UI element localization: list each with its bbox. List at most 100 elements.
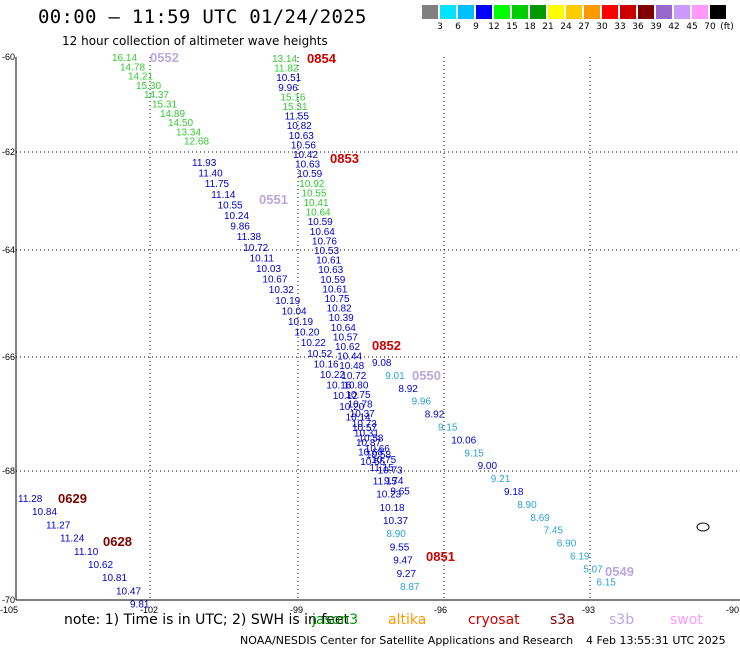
swh-value-altika: 10.24 (224, 211, 249, 222)
colorbar-label: 21 (542, 22, 554, 32)
swh-value-cyan: 9.01 (385, 371, 405, 382)
pass-time-label: 0549 (605, 564, 634, 579)
swh-value-steep-b: 9.27 (397, 569, 417, 580)
colorbar-swatch (674, 5, 690, 19)
swh-value-steep-a: 10.55 (360, 457, 385, 468)
colorbar-swatch (710, 5, 726, 19)
swh-value-altika: 10.55 (218, 200, 243, 211)
swh-value-steep-a: 10.61 (316, 256, 341, 267)
swh-value-steep-a: 10.62 (335, 342, 360, 353)
swh-value-altika: 9.86 (230, 222, 250, 233)
swh-value-altika: 10.75 (371, 455, 396, 466)
swh-value-cyan: 9.15 (438, 423, 458, 434)
colorbar-swatch (692, 5, 708, 19)
swh-value-cyan: 9.00 (478, 461, 498, 472)
colorbar-swatch (602, 5, 618, 19)
swh-value-cyan: 8.92 (425, 410, 445, 421)
satellite-legend-swot: swot (670, 612, 703, 628)
swh-value-altika: 11.38 (237, 232, 262, 243)
lon-label: -93 (582, 605, 595, 615)
swh-value-steep-a: 10.48 (339, 361, 364, 372)
swh-value-steep-a: 10.55 (301, 188, 326, 199)
swh-value-steep-a: 10.37 (350, 409, 375, 420)
swh-value-altika: 11.75 (205, 179, 230, 190)
lon-label: -102 (140, 605, 158, 615)
pass-time-label: 0853 (330, 151, 359, 166)
swh-value-altika: 10.11 (250, 253, 275, 264)
swh-value-cyan: 6.90 (557, 539, 577, 550)
colorbar-swatch (494, 5, 510, 19)
swh-value-cyan: 6.19 (570, 552, 590, 563)
swh-value-steep-a: 10.68 (358, 448, 383, 459)
swh-value-altika: 10.16 (326, 381, 351, 392)
colorbar-swatch (530, 5, 546, 19)
swh-value-steep-a: 10.59 (320, 275, 345, 286)
swh-value-steep-a: 10.64 (331, 323, 356, 334)
lat-label: -66 (2, 352, 15, 362)
swh-value-steep-a: 10.63 (289, 131, 314, 142)
swh-value-altika: 10.22 (320, 370, 345, 381)
swh-value-altika: 11.14 (211, 190, 236, 201)
swh-value-steep-a: 9.96 (278, 83, 298, 94)
swh-value-steep-a: 10.53 (314, 246, 339, 257)
swh-value-left: 9.81 (130, 600, 150, 611)
swh-value-jason3: 12.68 (184, 137, 209, 148)
credit-text: NOAA/NESDIS Center for Satellite Applica… (240, 634, 574, 647)
swh-value-steep-a: 10.59 (297, 169, 322, 180)
swh-value-cyan: 7.45 (544, 526, 564, 537)
swh-value-steep-a: 15.16 (280, 92, 305, 103)
swh-value-altika: 10.16 (314, 359, 339, 370)
swh-value-left: 11.27 (46, 520, 71, 531)
satellite-legend-s3b: s3b (609, 612, 635, 628)
swh-value-altika: 10.72 (243, 243, 268, 254)
colorbar-label: 3 (437, 22, 443, 32)
colorbar-swatch (548, 5, 564, 19)
colorbar-swatch (440, 5, 456, 19)
swh-value-jason3: 15.31 (152, 100, 177, 111)
swh-value-left: 11.28 (18, 494, 43, 505)
colorbar-swatch (620, 5, 636, 19)
colorbar-label: 12 (488, 22, 500, 32)
swh-value-steep-a: 13.14 (272, 54, 297, 65)
swh-value-steep-a: 10.42 (293, 150, 318, 161)
swh-value-steep-a: 10.80 (343, 380, 368, 391)
pass-time-label: 0550 (412, 368, 441, 383)
swh-value-jason3: 16.14 (112, 53, 137, 64)
colorbar-unit: (ft) (720, 22, 734, 32)
swh-value-left: 11.24 (60, 534, 85, 545)
map-subtitle: 12 hour collection of altimeter wave hei… (62, 34, 328, 48)
swh-value-cyan: 8.69 (530, 513, 550, 524)
lon-label: -99 (290, 605, 303, 615)
swh-value-steep-a: 10.75 (346, 390, 371, 401)
colorbar-swatch (584, 5, 600, 19)
swh-value-altika: 9.74 (384, 476, 404, 487)
swh-value-altika: 10.66 (365, 444, 390, 455)
swh-value-left: 10.81 (102, 573, 127, 584)
swh-value-steep-a: 10.63 (318, 265, 343, 276)
swh-value-cyan: 8.90 (517, 500, 537, 511)
swh-value-altika: 10.52 (307, 349, 332, 360)
lon-label: -105 (0, 605, 18, 615)
lat-label: -62 (2, 147, 15, 157)
swh-value-altika: 10.12 (333, 391, 358, 402)
pass-time-label: 0852 (372, 338, 401, 353)
swh-value-steep-b: 8.90 (386, 529, 406, 540)
swh-value-cyan: 6.15 (596, 577, 616, 588)
swh-value-steep-b: 8.87 (400, 582, 420, 593)
swh-value-jason3: 14.37 (144, 90, 169, 101)
swh-value-left: 11.10 (74, 547, 99, 558)
colorbar-label: 45 (686, 22, 698, 32)
colorbar-swatch (512, 5, 528, 19)
swh-value-steep-a: 10.64 (306, 208, 331, 219)
swh-value-steep-a: 10.51 (276, 73, 301, 84)
swh-value-altika: 10.20 (339, 402, 364, 413)
satellite-legend-jason3: jason3 (312, 612, 359, 628)
colorbar-label: 18 (524, 22, 536, 32)
colorbar-swatch (458, 5, 474, 19)
satellite-legend-altika: altika (388, 612, 427, 628)
swh-value-left: 10.62 (88, 560, 113, 571)
swh-value-cyan: 5.07 (583, 564, 603, 575)
swh-value-altika: 10.19 (288, 317, 313, 328)
swh-value-steep-a: 10.61 (322, 284, 347, 295)
lat-label: -68 (2, 466, 15, 476)
